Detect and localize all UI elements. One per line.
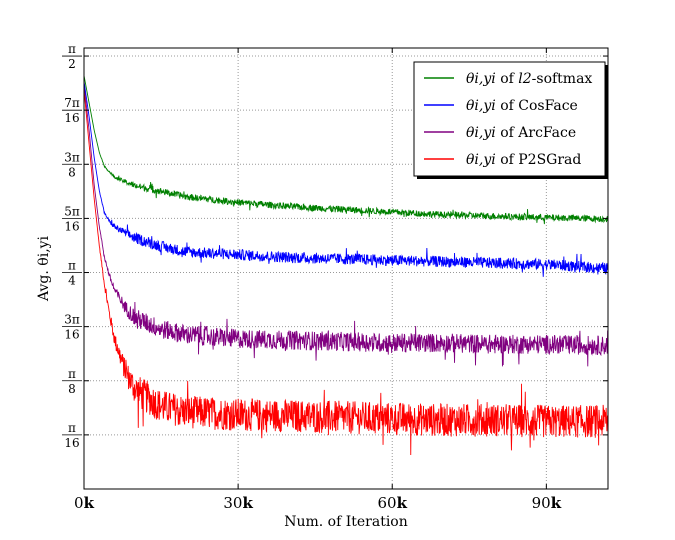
legend-text-part: of ArcFace [496,125,576,141]
x-tick-number: 0 [74,494,84,512]
x-tick-unit: k [84,494,95,512]
x-tick-unit: k [397,494,408,512]
legend-symbol: θi,yi [466,125,496,141]
y-tick-denominator: 2 [68,57,76,71]
x-tick-label: 60k [377,494,407,512]
y-tick-numerator: π [68,42,76,56]
legend-symbol: θi,yi [466,98,496,114]
legend-label: θi,yi of P2SGrad [466,152,581,168]
series-line-3 [83,89,609,456]
legend-emph: l2 [518,71,531,87]
y-tick-denominator: 4 [68,274,76,288]
legend-item: θi,yi of P2SGrad [424,152,581,168]
legend-text-part: of P2SGrad [496,152,582,168]
x-tick-label: 90k [532,494,562,512]
series-line-0 [83,75,609,225]
legend-box [413,61,606,177]
x-tick-number: 30 [223,494,242,512]
x-tick-number: 90 [532,494,551,512]
y-tick-label: 3π8 [62,150,82,179]
x-tick-labels: 0k 30k 60k 90k [74,494,562,512]
plot-frame [83,47,609,490]
grid-lines [84,48,608,489]
y-tick-label: π2 [62,42,82,71]
series-line-1 [83,81,609,277]
y-tick-numerator: 3π [64,150,80,164]
y-tick-denominator: 16 [64,436,79,450]
legend-symbol: θi,yi [466,152,496,168]
y-tick-label: π4 [62,259,82,288]
legend-item: θi,yi of l2-softmax [424,71,592,87]
x-axis-title: Num. of Iteration [284,514,408,530]
x-tick-unit: k [551,494,562,512]
x-tick-label: 0k [74,494,95,512]
legend-item: θi,yi of ArcFace [424,125,576,141]
legend-label: θi,yi of CosFace [466,98,578,114]
legend-text-rest: -softmax [532,71,593,87]
series-layer [83,75,609,456]
y-tick-label: π8 [62,367,82,396]
legend-symbol: θi,yi [466,71,496,87]
legend-label: θi,yi of l2-softmax [466,71,592,87]
y-tick-denominator: 8 [68,165,76,179]
y-tick-label: π16 [62,421,82,450]
y-tick-denominator: 16 [64,111,79,125]
legend-item: θi,yi of CosFace [424,98,578,114]
y-tick-numerator: 7π [64,96,80,110]
y-tick-numerator: 3π [64,313,80,327]
x-tick-number: 60 [377,494,396,512]
legend-label: θi,yi of ArcFace [466,125,576,141]
y-tick-numerator: π [68,259,76,273]
series-line-2 [83,83,609,367]
y-tick-numerator: 5π [64,204,80,218]
y-tick-denominator: 8 [68,382,76,396]
y-tick-numerator: π [68,367,76,381]
y-axis-title: Avg. θi,yi [36,235,52,302]
x-tick-label: 30k [223,494,253,512]
legend-text-part: of [496,71,519,87]
y-tick-denominator: 16 [64,328,79,342]
y-tick-numerator: π [68,421,76,435]
x-tick-unit: k [242,494,253,512]
legend-text-part: of CosFace [496,98,578,114]
y-tick-denominator: 16 [64,219,79,233]
